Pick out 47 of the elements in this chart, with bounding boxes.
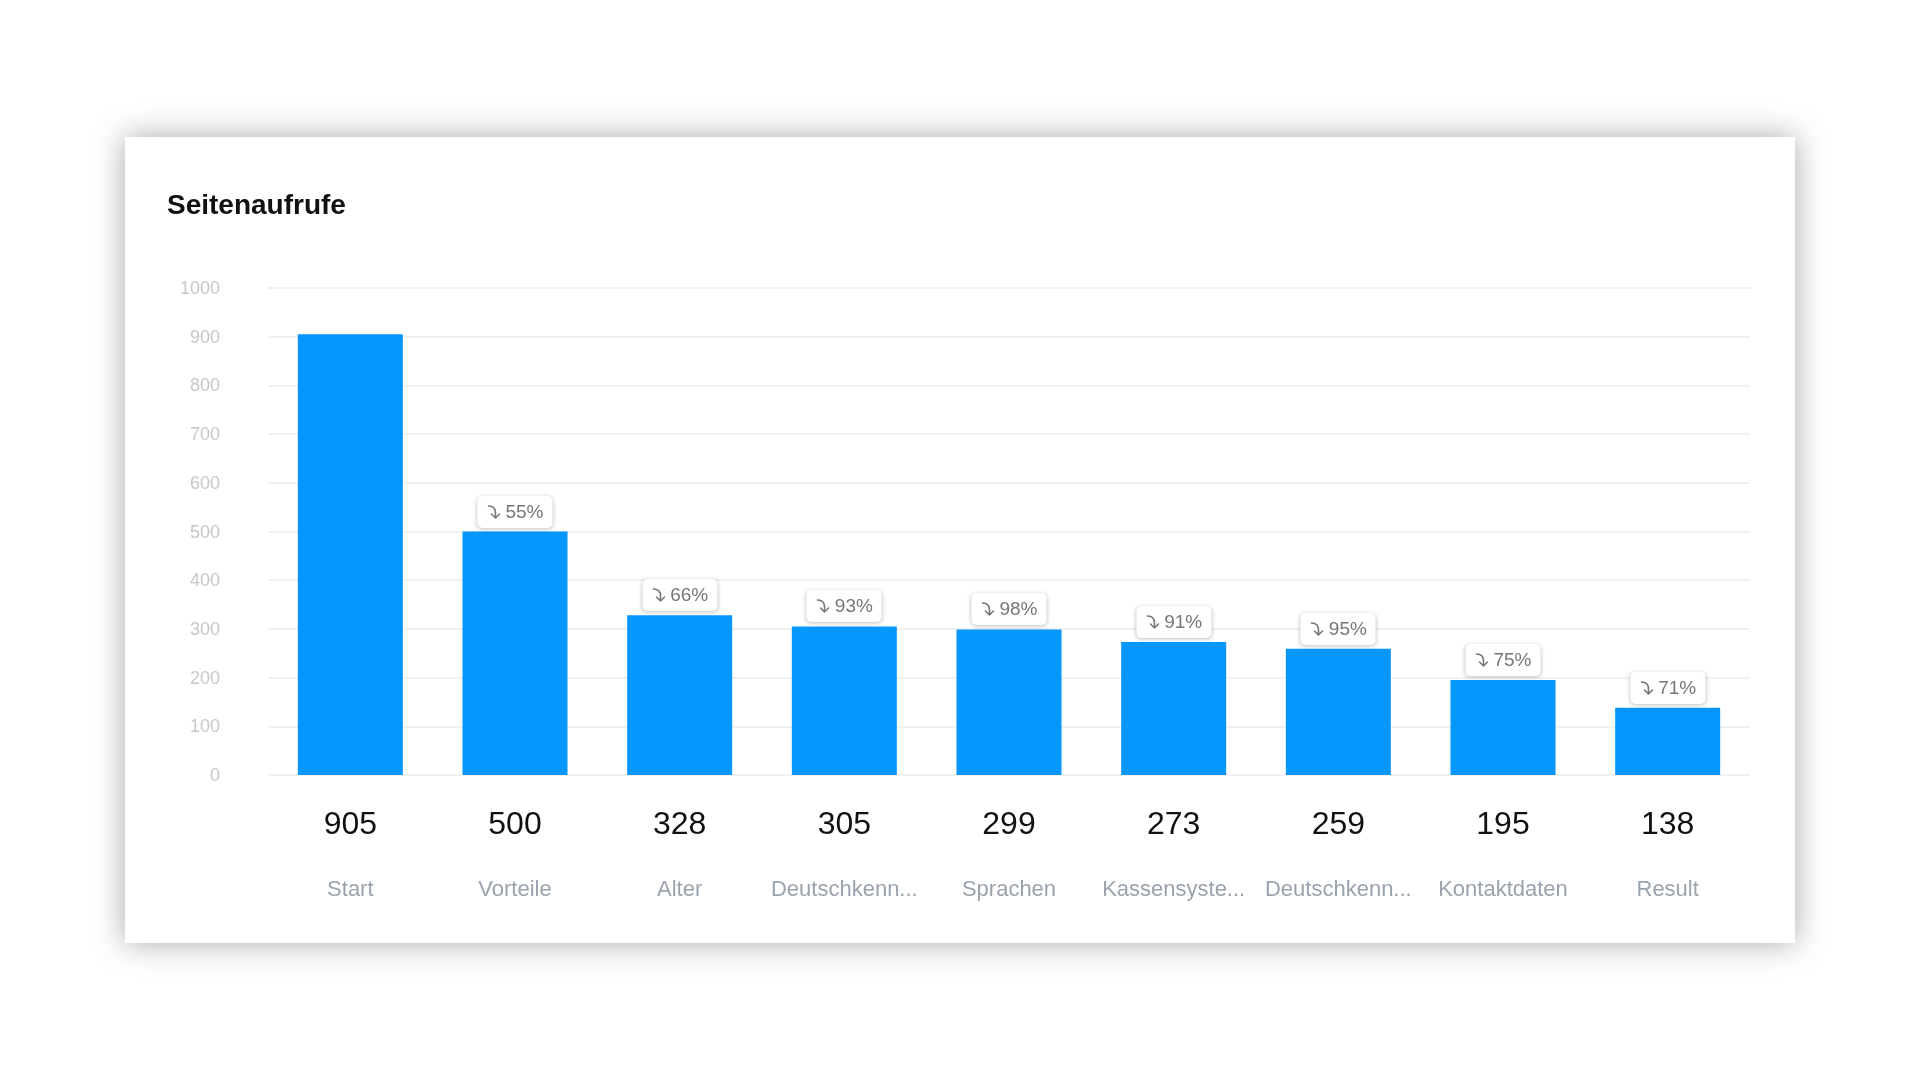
y-tick-label: 500 xyxy=(189,521,220,542)
annotation: 98% xyxy=(999,598,1038,621)
x-tick-label: Result xyxy=(1636,875,1699,901)
annotation: 91% xyxy=(1164,611,1203,634)
chart-title: Seitenaufrufe xyxy=(167,188,346,220)
annotation: 93% xyxy=(834,595,873,618)
bar xyxy=(1450,680,1556,775)
x-tick-label: Sprachen xyxy=(961,875,1057,901)
bar xyxy=(627,615,733,775)
data-label: 259 xyxy=(1311,805,1366,841)
x-tick-label: Deutschkenn... xyxy=(770,875,918,901)
data-label: 273 xyxy=(1146,805,1201,841)
x-tick-label: Vorteile xyxy=(478,875,552,901)
y-tick-label: 200 xyxy=(189,667,220,688)
y-tick-label: 100 xyxy=(189,716,220,737)
bar xyxy=(1285,648,1391,775)
y-tick-label: 800 xyxy=(189,375,220,396)
annotation: 71% xyxy=(1658,676,1697,699)
y-tick-label: 1000 xyxy=(179,278,220,298)
y-tick-label: 300 xyxy=(189,618,220,639)
bar xyxy=(1121,642,1227,775)
bar xyxy=(462,531,568,775)
data-label: 305 xyxy=(817,805,872,841)
y-tick-label: 0 xyxy=(209,765,220,785)
y-tick-label: 600 xyxy=(189,472,220,493)
x-tick-label: Kontaktdaten xyxy=(1438,875,1568,901)
x-tick-label: Kassensyste... xyxy=(1102,875,1246,901)
x-tick-label: Start xyxy=(327,875,374,901)
y-tick-label: 700 xyxy=(189,424,220,445)
data-label: 500 xyxy=(488,805,542,841)
bar xyxy=(791,626,897,775)
bar xyxy=(297,334,403,775)
y-tick-label: 900 xyxy=(189,326,220,347)
data-label: 195 xyxy=(1476,805,1530,841)
x-tick-label: Deutschkenn... xyxy=(1264,875,1412,901)
data-label: 299 xyxy=(982,805,1036,841)
annotation: 95% xyxy=(1328,617,1367,640)
annotation: 66% xyxy=(670,584,709,607)
bar xyxy=(956,629,1062,775)
y-tick-label: 400 xyxy=(189,570,220,591)
data-label: 905 xyxy=(323,805,378,841)
annotation: 75% xyxy=(1493,649,1532,672)
x-tick-label: Alter xyxy=(657,875,703,901)
data-label: 138 xyxy=(1640,805,1695,841)
bar xyxy=(1615,707,1721,775)
data-label: 328 xyxy=(652,805,707,841)
annotation: 55% xyxy=(505,500,544,523)
